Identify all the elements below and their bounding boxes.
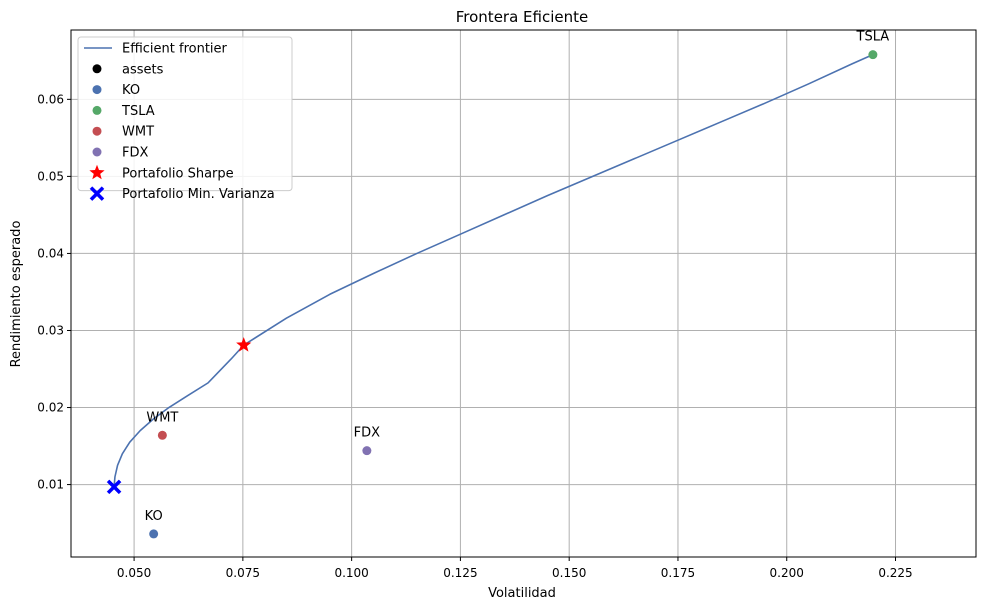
asset-point-ko [149, 529, 159, 539]
legend-tsla-entry: TSLA [92, 104, 155, 119]
legend-fdx-swatch [92, 147, 102, 157]
legend-sharpe-swatch [89, 164, 105, 180]
plot-frame [70, 29, 977, 558]
legend-assets-swatch [92, 64, 102, 74]
x-tick-label: 0.075 [226, 566, 260, 580]
y-axis-label: Rendimiento esperado [9, 221, 24, 368]
y-tick-label: 0.06 [37, 92, 64, 106]
y-tick-label: 0.02 [37, 401, 64, 415]
legend-fdx-entry: FDX [92, 146, 148, 161]
x-tick-label: 0.225 [878, 566, 912, 580]
legend-sharpe-label: Portafolio Sharpe [122, 166, 234, 181]
legend-wmt-label: WMT [122, 125, 154, 140]
asset-label-fdx: FDX [354, 426, 380, 441]
legend-min-varianza-entry: Portafolio Min. Varianza [89, 186, 275, 202]
x-axis-label: Volatilidad [488, 586, 556, 601]
legend-ko-entry: KO [92, 83, 140, 98]
min-variance-portfolio-marker [106, 479, 122, 495]
legend-frontier-label: Efficient frontier [122, 42, 228, 57]
legend-min-varianza-swatch-shape [89, 186, 105, 201]
legend-fdx-label: FDX [122, 146, 148, 161]
asset-point-tsla [868, 50, 878, 60]
min-variance-portfolio-marker-shape [106, 479, 122, 495]
asset-point-fdx [362, 446, 372, 456]
x-tick-label: 0.200 [770, 566, 804, 580]
asset-point-wmt [157, 430, 167, 440]
y-tick-label: 0.05 [37, 169, 64, 183]
legend-wmt-entry: WMT [92, 125, 154, 140]
legend-wmt-swatch [92, 126, 102, 136]
legend-tsla-label: TSLA [121, 104, 155, 119]
sharpe-portfolio-marker [236, 337, 252, 352]
x-tick-label: 0.175 [661, 566, 695, 580]
legend: Efficient frontier assets KO TSLA WMT FDX Port… [77, 36, 293, 202]
legend-assets-entry: assets [92, 62, 164, 77]
legend-ko-label: KO [122, 83, 140, 98]
x-tick-label: 0.100 [334, 566, 368, 580]
chart-title: Frontera Eficiente [456, 8, 588, 26]
y-tick-label: 0.03 [37, 323, 64, 337]
asset-label-ko: KO [145, 509, 163, 524]
legend-sharpe-entry: Portafolio Sharpe [89, 164, 234, 181]
legend-tsla-swatch [92, 105, 102, 115]
legend-min-varianza-label: Portafolio Min. Varianza [122, 187, 275, 202]
y-tick-label: 0.01 [37, 478, 64, 492]
x-tick-label: 0.150 [552, 566, 586, 580]
legend-min-varianza-swatch [89, 186, 105, 201]
asset-label-wmt: WMT [146, 410, 178, 425]
y-tick-label: 0.04 [37, 246, 64, 260]
ticks-layer: 0.050 0.075 0.100 0.125 0.150 0.175 0.200 0.225… [37, 92, 912, 580]
grid [71, 30, 976, 557]
x-tick-label: 0.125 [443, 566, 477, 580]
legend-assets-label: assets [122, 62, 164, 77]
points-layer: KO TSLA WMT FDX [106, 30, 890, 539]
efficient-frontier-line [113, 53, 874, 487]
frontier-layer [113, 53, 874, 487]
legend-ko-swatch [92, 85, 102, 95]
asset-label-tsla: TSLA [856, 30, 890, 45]
legend-box [77, 36, 293, 192]
x-tick-label: 0.050 [117, 566, 151, 580]
legend-frontier-entry: Efficient frontier [84, 42, 228, 57]
